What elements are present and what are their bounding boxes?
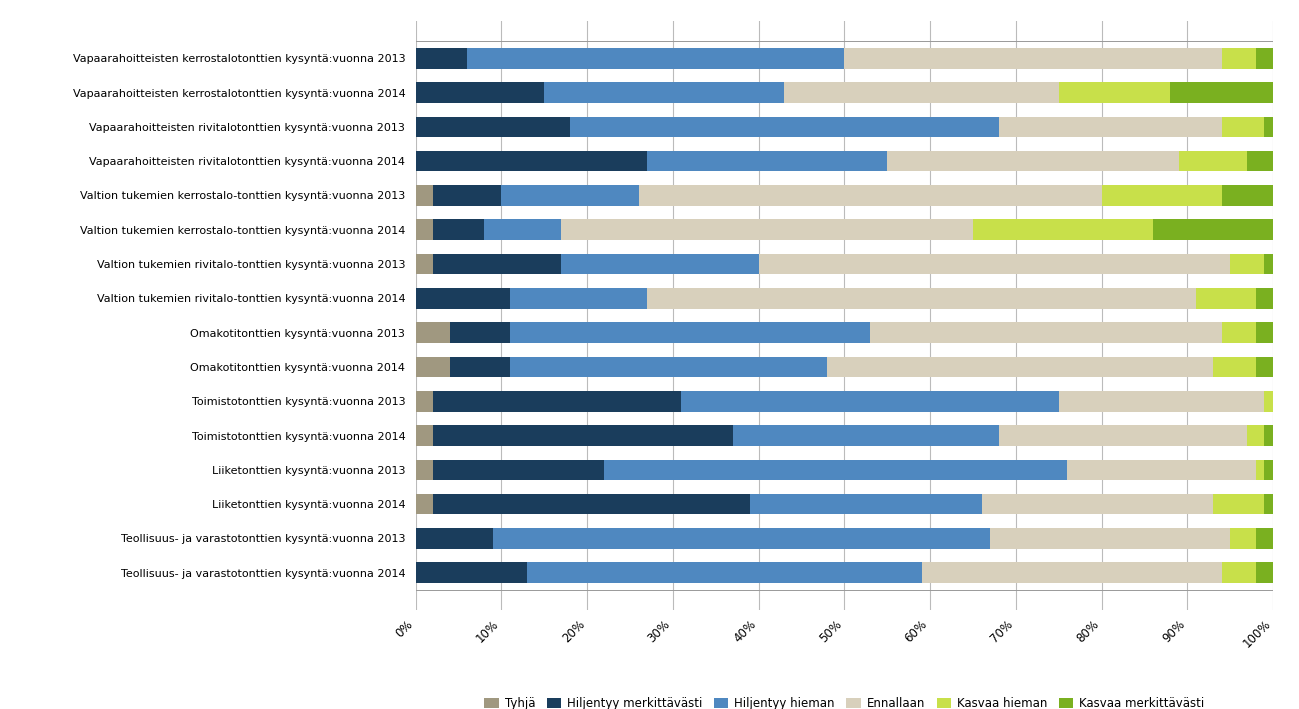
Bar: [492, 528, 990, 549]
Bar: [570, 116, 999, 137]
Bar: [416, 220, 433, 240]
Bar: [921, 562, 1221, 583]
Bar: [1230, 528, 1256, 549]
Bar: [433, 220, 485, 240]
Bar: [1221, 185, 1273, 206]
Bar: [682, 391, 1059, 411]
Bar: [1264, 391, 1273, 411]
Bar: [433, 425, 733, 446]
Bar: [1264, 254, 1273, 274]
Bar: [1059, 391, 1264, 411]
Bar: [416, 116, 570, 137]
Bar: [870, 323, 1221, 343]
Bar: [1196, 288, 1256, 308]
Bar: [1221, 562, 1256, 583]
Bar: [1059, 82, 1170, 103]
Bar: [1221, 48, 1256, 69]
Bar: [973, 220, 1154, 240]
Bar: [1256, 528, 1273, 549]
Bar: [1247, 151, 1273, 172]
Bar: [416, 48, 468, 69]
Bar: [433, 185, 501, 206]
Bar: [1256, 459, 1264, 480]
Bar: [999, 116, 1221, 137]
Bar: [887, 151, 1178, 172]
Bar: [1264, 494, 1273, 515]
Bar: [1264, 116, 1273, 137]
Bar: [1247, 425, 1264, 446]
Bar: [647, 288, 1196, 308]
Bar: [416, 391, 433, 411]
Bar: [501, 185, 639, 206]
Bar: [416, 494, 433, 515]
Bar: [1256, 357, 1273, 377]
Bar: [485, 220, 561, 240]
Bar: [1154, 220, 1273, 240]
Bar: [416, 151, 647, 172]
Bar: [561, 220, 973, 240]
Bar: [416, 185, 433, 206]
Bar: [511, 357, 827, 377]
Bar: [1264, 459, 1273, 480]
Bar: [416, 528, 492, 549]
Bar: [1221, 116, 1264, 137]
Bar: [733, 425, 999, 446]
Bar: [416, 288, 511, 308]
Bar: [1256, 323, 1273, 343]
Bar: [1256, 48, 1273, 69]
Bar: [416, 459, 433, 480]
Bar: [785, 82, 1059, 103]
Bar: [759, 254, 1230, 274]
Bar: [433, 391, 682, 411]
Bar: [647, 151, 887, 172]
Bar: [511, 288, 647, 308]
Bar: [1068, 459, 1256, 480]
Bar: [416, 254, 433, 274]
Bar: [416, 82, 544, 103]
Bar: [1230, 254, 1264, 274]
Bar: [511, 323, 870, 343]
Bar: [433, 494, 750, 515]
Bar: [1221, 323, 1256, 343]
Bar: [639, 185, 1102, 206]
Bar: [982, 494, 1213, 515]
Bar: [527, 562, 921, 583]
Bar: [827, 357, 1213, 377]
Bar: [1213, 357, 1256, 377]
Bar: [1256, 562, 1273, 583]
Bar: [433, 254, 561, 274]
Bar: [1256, 288, 1273, 308]
Bar: [449, 323, 511, 343]
Bar: [1102, 185, 1221, 206]
Bar: [416, 562, 527, 583]
Bar: [1178, 151, 1247, 172]
Bar: [990, 528, 1230, 549]
Bar: [416, 425, 433, 446]
Bar: [750, 494, 982, 515]
Bar: [604, 459, 1068, 480]
Bar: [433, 459, 604, 480]
Bar: [844, 48, 1221, 69]
Bar: [416, 323, 449, 343]
Bar: [544, 82, 785, 103]
Bar: [416, 357, 449, 377]
Bar: [1264, 425, 1273, 446]
Bar: [1170, 82, 1273, 103]
Bar: [449, 357, 511, 377]
Bar: [561, 254, 759, 274]
Bar: [468, 48, 844, 69]
Legend: Tyhjä, Hiljentyy merkittävästi, Hiljentyy hieman, Ennallaan, Kasvaa hieman, Kasv: Tyhjä, Hiljentyy merkittävästi, Hiljenty…: [479, 692, 1209, 709]
Bar: [1213, 494, 1264, 515]
Bar: [999, 425, 1247, 446]
